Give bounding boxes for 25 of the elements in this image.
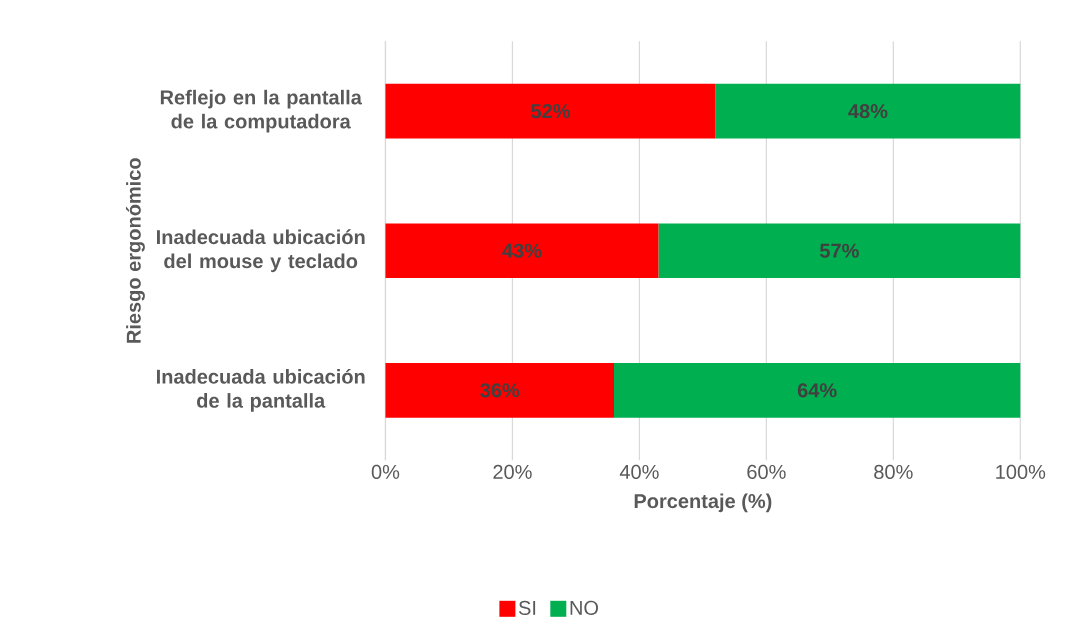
data-label: 64% [797, 383, 837, 398]
bar [385, 223, 659, 279]
x-tick-label: 20% [493, 465, 532, 480]
x-tick-label: 100% [996, 465, 1046, 480]
bar [614, 363, 1021, 418]
legend-label: SI [518, 601, 536, 616]
y-tick-label: Inadecuada ubicación de la pantalla [156, 369, 365, 412]
bar [385, 363, 615, 418]
bar [385, 84, 716, 139]
y-tick-label: Inadecuada ubicación del mouse y teclado [156, 229, 365, 273]
x-tick-label: 0% [371, 465, 400, 480]
legend-label: NO [570, 601, 599, 616]
y-tick-label: Reflejo en la pantalla de la computadora [160, 90, 362, 133]
x-tick-label: 40% [619, 465, 659, 480]
bar [715, 84, 1021, 139]
bar [658, 223, 1021, 279]
data-label: 36% [480, 383, 520, 398]
x-tick-label: 60% [747, 465, 786, 480]
x-tick-label: 80% [874, 465, 913, 480]
data-label: 52% [531, 104, 571, 119]
data-label: 57% [819, 243, 859, 259]
y-axis-title: Riesgo ergonómico [125, 158, 145, 344]
x-axis-title: Porcentaje (%) [634, 493, 772, 513]
data-label: 43% [502, 243, 542, 259]
data-label: 48% [848, 104, 888, 119]
